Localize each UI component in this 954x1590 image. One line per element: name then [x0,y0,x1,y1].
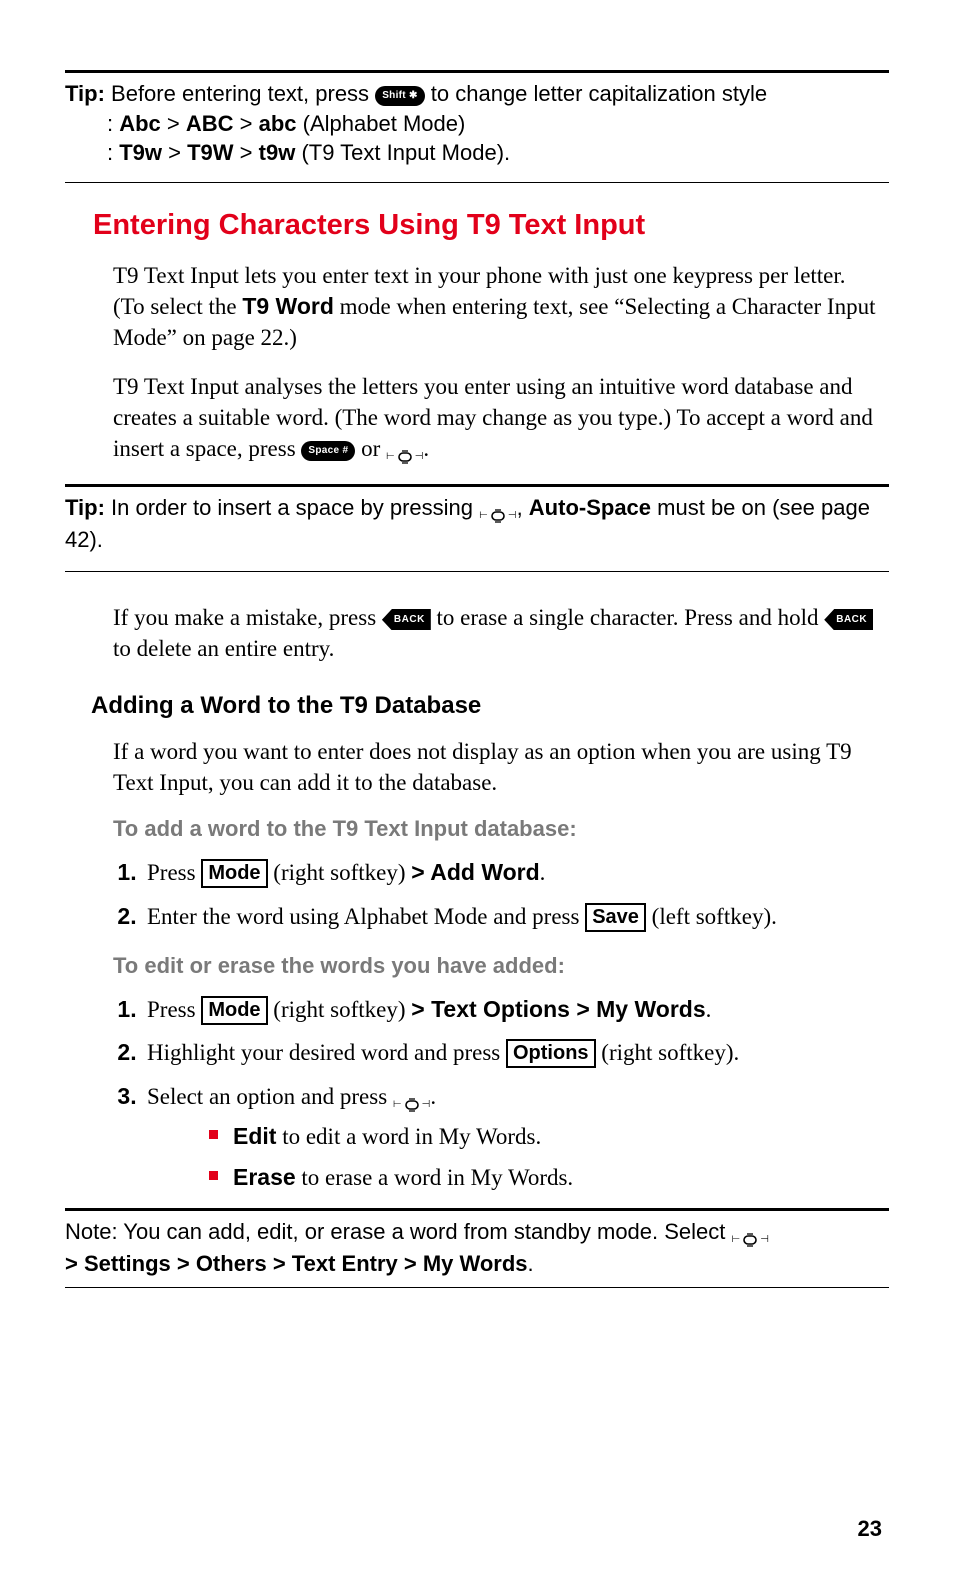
body-block: If a word you want to enter does not dis… [113,736,879,798]
rule [65,1287,889,1288]
rule [65,182,889,183]
note-label: Note: [65,1219,118,1244]
paragraph: T9 Text Input analyses the letters you e… [113,371,879,466]
tip-label: Tip: [65,81,105,106]
tip-line: : Abc > ABC > abc (Alphabet Mode) [65,109,889,139]
shift-key-icon: Shift ✱ [375,86,424,106]
back-key-icon: BACK [824,609,873,631]
paragraph: If you make a mistake, press BACK to era… [113,602,879,664]
step-list: Press Mode (right softkey) > Text Option… [113,993,879,1194]
softkey-save: Save [585,903,646,932]
body-block: T9 Text Input lets you enter text in you… [113,260,879,466]
tip-box: Tip: In order to insert a space by press… [65,487,889,563]
note-box: Note: You can add, edit, or erase a word… [65,1211,889,1287]
step-list: Press Mode (right softkey) > Add Word. E… [113,856,879,933]
section-heading: Entering Characters Using T9 Text Input [93,209,889,242]
paragraph: T9 Text Input lets you enter text in you… [113,260,879,353]
step-item: Press Mode (right softkey) > Text Option… [143,993,879,1026]
paragraph: If a word you want to enter does not dis… [113,736,879,798]
tip-box: Tip: Before entering text, press Shift ✱… [65,73,889,176]
nav-key-icon: ⊢⊣ [479,507,516,525]
tip-label: Tip: [65,495,105,520]
lead-in: To add a word to the T9 Text Input datab… [113,816,889,842]
step-item: Enter the word using Alphabet Mode and p… [143,900,879,933]
bullet-item: Erase to erase a word in My Words. [209,1161,879,1194]
space-key-icon: Space # [301,441,355,461]
manual-page: Tip: Before entering text, press Shift ✱… [0,0,954,1590]
rule [65,571,889,572]
step-item: Select an option and press ⊢⊣. Edit to e… [143,1080,879,1195]
subsection-heading: Adding a Word to the T9 Database [91,692,889,720]
softkey-options: Options [506,1039,596,1068]
tip-line: : T9w > T9W > t9w (T9 Text Input Mode). [65,138,889,168]
page-number: 23 [858,1516,882,1542]
nav-key-icon: ⊢⊣ [732,1231,769,1249]
softkey-mode: Mode [201,996,267,1025]
step-item: Press Mode (right softkey) > Add Word. [143,856,879,889]
tip-text: to change letter capitalization style [425,81,767,106]
bullet-list: Edit to edit a word in My Words. Erase t… [209,1120,879,1195]
nav-key-icon: ⊢⊣ [393,1096,430,1114]
softkey-mode: Mode [201,859,267,888]
step-item: Highlight your desired word and press Op… [143,1036,879,1069]
nav-key-icon: ⊢⊣ [386,448,423,466]
body-block: If you make a mistake, press BACK to era… [113,602,879,664]
back-key-icon: BACK [382,609,431,631]
bullet-item: Edit to edit a word in My Words. [209,1120,879,1153]
lead-in: To edit or erase the words you have adde… [113,953,889,979]
tip-text: Before entering text, press [105,81,375,106]
